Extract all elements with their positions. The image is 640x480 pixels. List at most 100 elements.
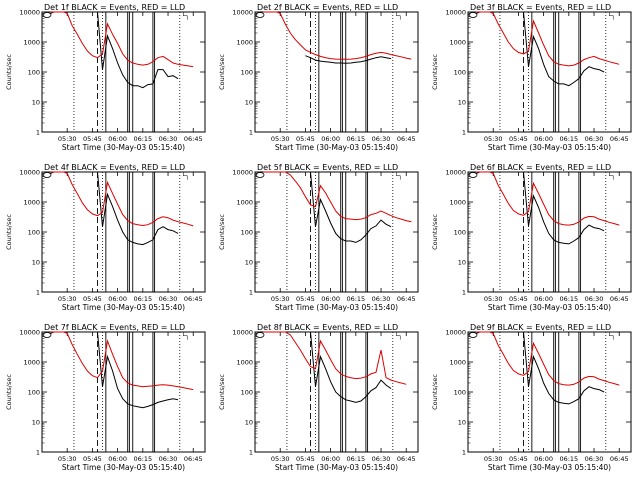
x-tick-label: 06:15 — [346, 135, 365, 143]
events-series-line — [476, 171, 605, 245]
x-tick-label: 06:45 — [610, 455, 629, 463]
lld-series-line — [50, 331, 194, 391]
y-tick-label: 100 — [28, 69, 40, 77]
x-tick-label: 06:45 — [397, 455, 416, 463]
lld-series-line — [50, 171, 194, 227]
detector-panel-2: Det 2f BLACK = Events, RED = LLD 1 10 100 10… — [213, 0, 426, 160]
y-axis-label: Counts/sec — [218, 214, 226, 250]
range-box-marker: └┐ — [394, 331, 402, 340]
plot-frame — [41, 171, 206, 293]
x-axis-label: Start Time (30-May-03 05:15:40) — [488, 463, 611, 472]
x-tick-label: 06:30 — [159, 135, 178, 143]
y-axis-label: Counts/sec — [5, 374, 13, 410]
x-tick-label: 06:30 — [159, 295, 178, 303]
y-tick-label: 10000 — [232, 9, 253, 17]
events-series-line — [476, 331, 605, 405]
y-tick-label: 1 — [36, 449, 40, 457]
y-tick-label: 1 — [462, 289, 466, 297]
x-tick-label: 06:00 — [534, 295, 553, 303]
start-marker — [468, 172, 478, 178]
lld-series-line — [263, 11, 412, 60]
y-tick-label: 10 — [32, 99, 40, 107]
x-axis-label: Start Time (30-May-03 05:15:40) — [275, 303, 398, 312]
x-tick-label: 06:15 — [133, 295, 152, 303]
events-series-line — [50, 331, 179, 409]
detector-plot-svg: Det 1f BLACK = Events, RED = LLD 1 10 100 10… — [5, 3, 206, 152]
range-box-marker: └┐ — [181, 171, 189, 180]
lld-series-line — [476, 11, 620, 67]
x-tick-label: 06:15 — [346, 455, 365, 463]
x-tick-label: 05:30 — [58, 295, 77, 303]
range-box-marker: └┐ — [607, 331, 615, 340]
y-tick-label: 1 — [462, 449, 466, 457]
y-tick-label: 1000 — [23, 39, 40, 47]
plot-frame — [254, 11, 419, 133]
x-tick-label: 05:30 — [271, 455, 290, 463]
chart-title: Det 1f BLACK = Events, RED = LLD — [44, 3, 185, 12]
detector-plot-svg: Det 8f BLACK = Events, RED = LLD 1 10 100 10… — [218, 323, 419, 472]
start-marker — [255, 172, 265, 178]
start-marker — [42, 172, 52, 178]
y-tick-label: 100 — [28, 389, 40, 397]
x-tick-label: 05:45 — [509, 455, 528, 463]
x-tick-label: 05:45 — [83, 455, 102, 463]
y-tick-label: 10 — [32, 419, 40, 427]
events-series-line — [50, 11, 179, 89]
y-tick-label: 1000 — [23, 359, 40, 367]
y-tick-label: 100 — [454, 389, 466, 397]
y-tick-label: 1000 — [236, 199, 253, 207]
events-series-line — [305, 55, 392, 64]
x-tick-label: 06:15 — [133, 135, 152, 143]
y-tick-label: 100 — [241, 69, 253, 77]
y-tick-label: 10 — [245, 419, 253, 427]
chart-title: Det 7f BLACK = Events, RED = LLD — [44, 323, 185, 332]
start-marker — [468, 332, 478, 338]
x-tick-label: 06:30 — [372, 455, 391, 463]
x-tick-label: 06:15 — [559, 295, 578, 303]
y-tick-label: 100 — [28, 229, 40, 237]
x-tick-label: 05:30 — [484, 455, 503, 463]
y-tick-label: 10000 — [445, 169, 466, 177]
y-tick-label: 10 — [32, 259, 40, 267]
detector-panel-5: Det 5f BLACK = Events, RED = LLD 1 10 100 10… — [213, 160, 426, 320]
x-tick-label: 06:45 — [397, 295, 416, 303]
y-axis-label: Counts/sec — [218, 54, 226, 90]
y-tick-label: 10 — [458, 99, 466, 107]
y-tick-label: 1 — [249, 129, 253, 137]
x-tick-label: 06:00 — [108, 455, 127, 463]
y-tick-label: 1000 — [23, 199, 40, 207]
x-tick-label: 06:30 — [585, 135, 604, 143]
y-tick-label: 1000 — [236, 359, 253, 367]
range-box-marker: └┐ — [394, 171, 402, 180]
plot-frame — [41, 11, 206, 133]
plot-frame — [254, 171, 419, 293]
x-tick-label: 05:45 — [296, 455, 315, 463]
detector-panel-4: Det 4f BLACK = Events, RED = LLD 1 10 100 10… — [0, 160, 213, 320]
x-tick-label: 06:00 — [321, 135, 340, 143]
x-tick-label: 06:30 — [372, 135, 391, 143]
lld-series-line — [263, 171, 412, 223]
chart-title: Det 2f BLACK = Events, RED = LLD — [257, 3, 398, 12]
y-tick-label: 10000 — [232, 169, 253, 177]
x-tick-label: 06:45 — [184, 455, 203, 463]
x-axis-label: Start Time (30-May-03 05:15:40) — [488, 143, 611, 152]
x-tick-label: 06:45 — [610, 135, 629, 143]
detector-plot-svg: Det 7f BLACK = Events, RED = LLD 1 10 100 10… — [5, 323, 206, 472]
x-tick-label: 06:00 — [321, 295, 340, 303]
x-tick-label: 05:30 — [58, 135, 77, 143]
x-tick-label: 06:45 — [184, 135, 203, 143]
x-tick-label: 06:30 — [585, 295, 604, 303]
y-tick-label: 1 — [36, 289, 40, 297]
y-tick-label: 10000 — [445, 329, 466, 337]
y-tick-label: 100 — [454, 69, 466, 77]
x-axis-label: Start Time (30-May-03 05:15:40) — [275, 463, 398, 472]
x-tick-label: 06:15 — [133, 455, 152, 463]
x-tick-label: 06:45 — [610, 295, 629, 303]
x-axis-label: Start Time (30-May-03 05:15:40) — [275, 143, 398, 152]
x-tick-label: 06:00 — [108, 135, 127, 143]
y-tick-label: 1000 — [449, 199, 466, 207]
detector-panel-1: Det 1f BLACK = Events, RED = LLD 1 10 100 10… — [0, 0, 213, 160]
chart-title: Det 5f BLACK = Events, RED = LLD — [257, 163, 398, 172]
detector-panel-9: Det 9f BLACK = Events, RED = LLD 1 10 100 10… — [426, 320, 639, 480]
x-tick-label: 05:45 — [83, 135, 102, 143]
